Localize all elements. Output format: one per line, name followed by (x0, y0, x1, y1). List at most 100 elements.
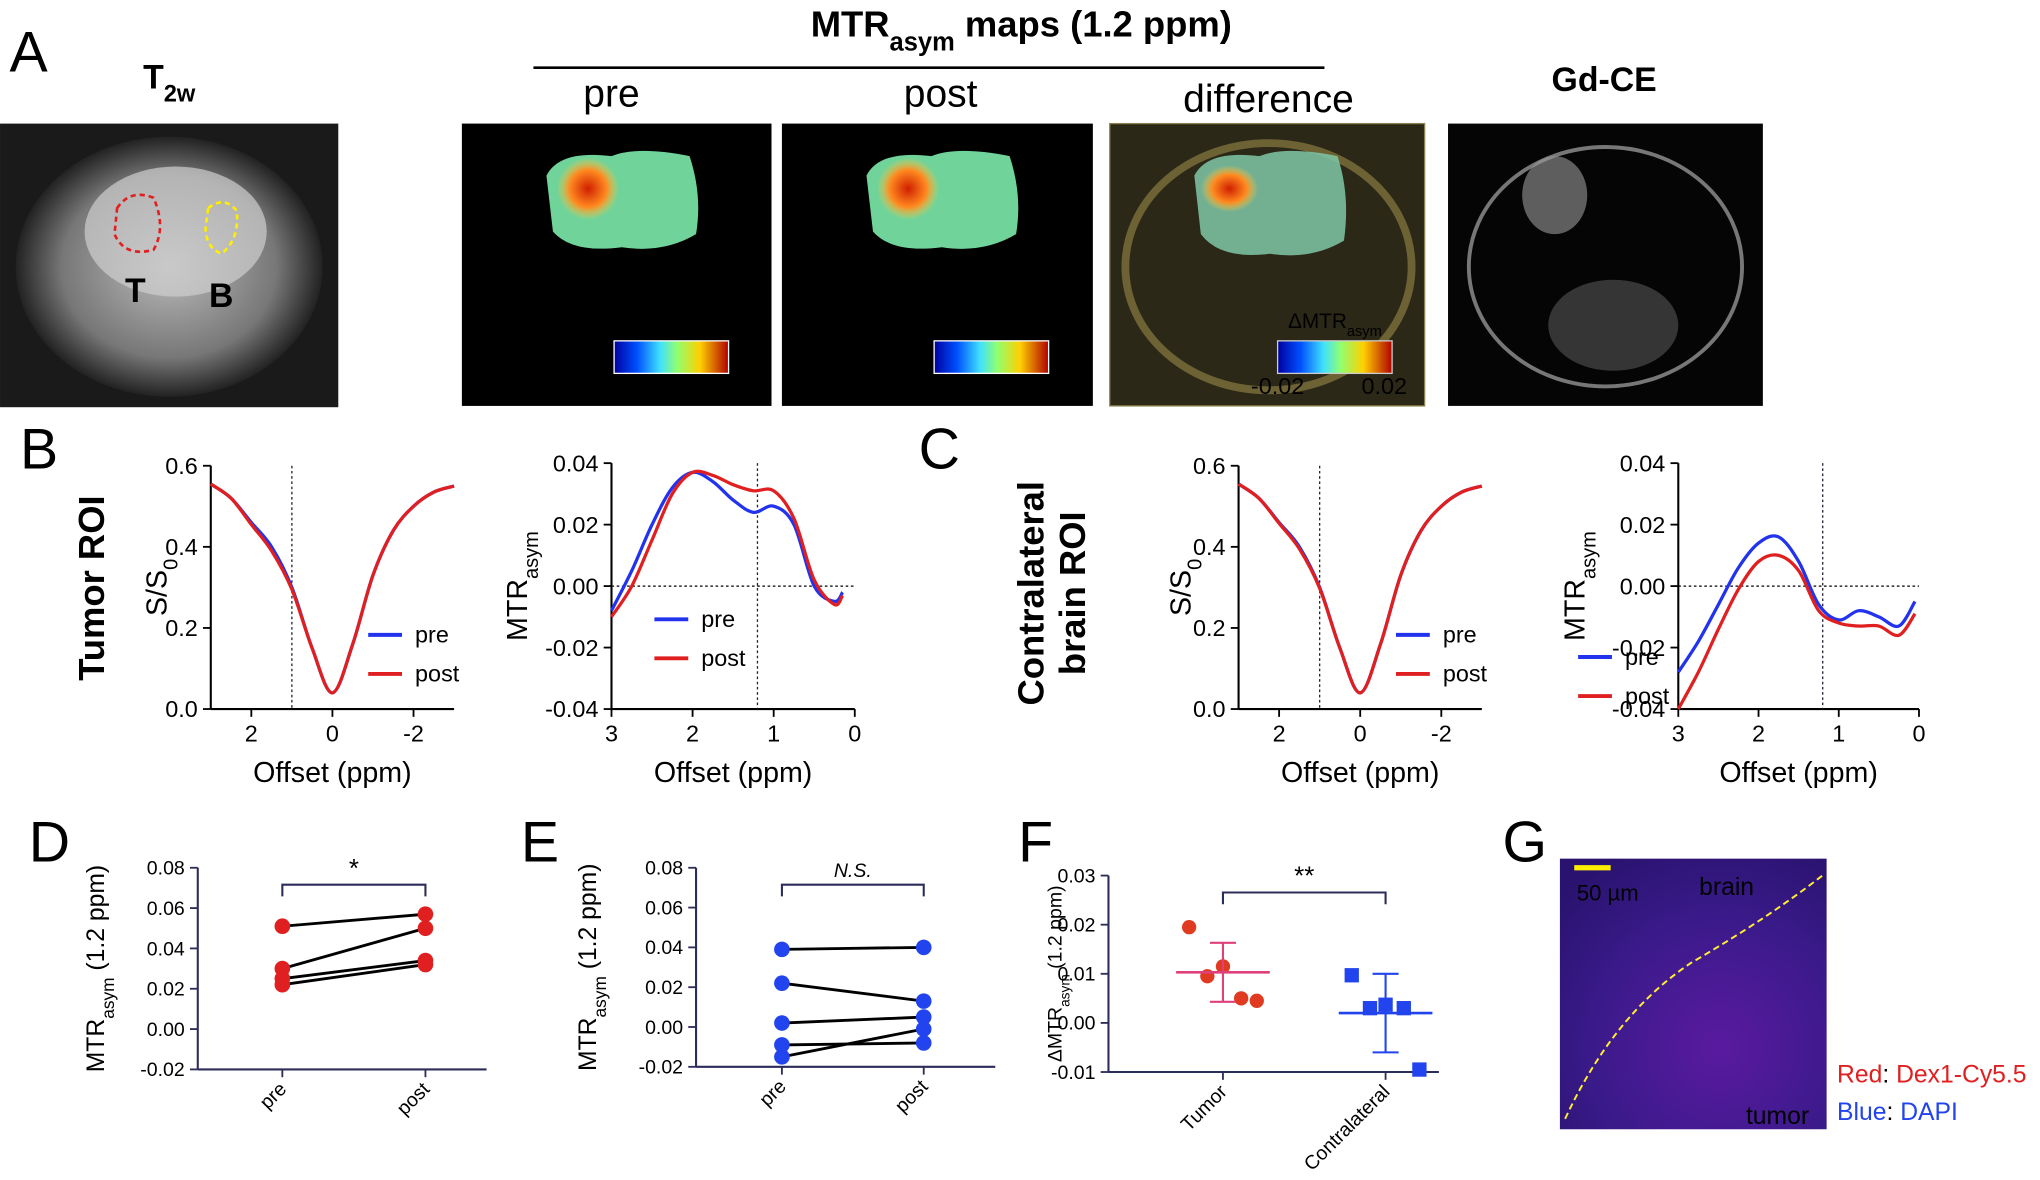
y-tick-label: -0.01 (1051, 1062, 1095, 1084)
x-axis-label: Offset (ppm) (1719, 757, 1877, 789)
significance-bracket (281, 883, 427, 897)
pair-line (781, 1027, 925, 1059)
y-tick-label: 0.0 (165, 696, 198, 722)
significance-bracket (1221, 891, 1387, 905)
legend-label: pre (1625, 644, 1659, 670)
panel-letter: A (10, 21, 49, 85)
x-tick-label: 2 (686, 721, 699, 747)
line-series (1676, 534, 1917, 674)
x-axis-label: Offset (ppm) (253, 757, 411, 789)
y-axis-label-part: asym (590, 976, 610, 1017)
x-tick-label: 2 (1752, 721, 1765, 747)
y-tick-label: -0.02 (1612, 635, 1665, 661)
data-point (915, 1009, 932, 1025)
significance-bracket (780, 883, 925, 897)
y-axis-label-part: (1.2 ppm) (1045, 885, 1067, 974)
row-label: Contralateral (1010, 481, 1051, 706)
roi-label: B (209, 277, 233, 315)
map-hotspot (556, 157, 620, 220)
y-tick-label: 0.01 (1058, 964, 1096, 986)
row-label: brain ROI (1052, 511, 1093, 675)
legend-label: post (1443, 661, 1488, 687)
region-label: tumor (1746, 1103, 1809, 1130)
x-tick-label: pre (755, 1076, 790, 1111)
chart: 0.0 0.2 0.4 0.6 2 0 -2 Offset (ppm) pre post (1193, 453, 1488, 789)
y-tick-label: -0.04 (1612, 696, 1665, 722)
pair-line (282, 912, 426, 928)
gdce-enhancement (1522, 156, 1588, 235)
y-axis-label-part: 0 (161, 559, 183, 570)
data-point (1362, 1001, 1378, 1016)
pair-line (282, 959, 426, 981)
y-tick-label: 0.04 (1620, 450, 1666, 476)
y-axis-label-part: MTR (575, 1017, 602, 1071)
colorbar-tick: -0.02 (1251, 373, 1304, 399)
y-tick-label: 0.2 (165, 615, 198, 641)
y-tick-label: 0.4 (165, 534, 198, 560)
y-axis-label-part: ΔMTR (1045, 1007, 1067, 1062)
panel-letter: C (919, 417, 960, 481)
chart: -0.02 0.00 0.02 0.04 0.06 0.08 pre post N.S. (639, 858, 996, 1117)
colorbar-tick: 0.1 (1025, 373, 1058, 399)
y-axis-label-part: asym (1057, 974, 1072, 1007)
map-label: post (904, 73, 978, 116)
x-tick-label: post (891, 1075, 933, 1117)
y-tick-label: 0.00 (147, 1019, 185, 1041)
x-tick-label: post (393, 1078, 435, 1120)
y-tick-label: 0.02 (1620, 512, 1666, 538)
chart: -0.04 -0.02 0.00 0.02 0.04 3 2 1 0 Offset (ppm) pr… (1578, 450, 1926, 789)
x-tick-label: -2 (403, 721, 424, 747)
colorbar-label-part: asym (1347, 324, 1382, 340)
t2w-title-part: T (143, 58, 164, 96)
colorbar (933, 340, 1050, 375)
data-point (774, 975, 790, 992)
y-tick-label: 0.02 (645, 977, 683, 999)
y-axis-label: ΔMTRasym (1.2 ppm) (1045, 885, 1073, 1062)
y-axis-label-part: asym (98, 977, 118, 1018)
y-axis-label: MTRasym (1.2 ppm) (575, 864, 610, 1071)
y-tick-label: 0.6 (165, 453, 198, 479)
x-tick-label: Tumor (1177, 1080, 1232, 1135)
data-point (915, 1035, 932, 1051)
y-tick-label: 0.04 (645, 937, 683, 959)
stain-legend-part: Red (1837, 1061, 1882, 1088)
y-axis-label-part: S/S (142, 570, 174, 616)
row-label: Tumor ROI (71, 495, 112, 680)
error-bar (1209, 941, 1236, 1003)
line-series (209, 482, 455, 695)
colorbar-label-part: MTR (631, 310, 676, 333)
data-point (915, 939, 932, 956)
y-tick-label: 0.03 (1058, 865, 1096, 887)
y-tick-label: 0.00 (1620, 573, 1666, 599)
data-point (774, 1037, 790, 1053)
y-axis-label-part: MTR (1560, 579, 1592, 641)
gdce-title: Gd-CE (1552, 61, 1657, 99)
y-tick-label: 0.0 (1193, 696, 1226, 722)
pair-line (781, 981, 924, 1003)
y-tick-label: 0.02 (1058, 915, 1096, 937)
stain-legend-part: : (1886, 1099, 1900, 1126)
colorbar-label-part: asym (676, 324, 711, 340)
y-axis-label-part: MTR (83, 1019, 110, 1073)
line-series (610, 470, 844, 612)
x-tick-label: 2 (1273, 721, 1286, 747)
boundary (1564, 873, 1825, 1120)
stain-legend-part: DAPI (1900, 1099, 1958, 1126)
map-hotspot (876, 157, 940, 220)
y-axis-label: MTRasym (502, 531, 543, 641)
data-point (774, 1049, 790, 1065)
stain-legend: Red: Dex1-Cy5.5 (1837, 1061, 2027, 1088)
y-axis-label: MTRasym (1560, 531, 1601, 641)
panel-g-image (1559, 858, 1827, 1130)
legend-label: post (415, 661, 460, 687)
data-point (1249, 993, 1264, 1008)
x-tick-label: 0 (326, 721, 339, 747)
x-tick-label: 3 (1672, 721, 1685, 747)
x-tick-label: Contralateral (1300, 1081, 1394, 1175)
gdce-head (1466, 145, 1745, 389)
maps-title-part: maps (1.2 ppm) (955, 3, 1232, 44)
data-point (417, 920, 434, 937)
maps-title: MTRasym maps (1.2 ppm) (811, 3, 1232, 56)
significance-label: N.S. (834, 860, 872, 882)
y-tick-label: 0.00 (645, 1017, 683, 1039)
